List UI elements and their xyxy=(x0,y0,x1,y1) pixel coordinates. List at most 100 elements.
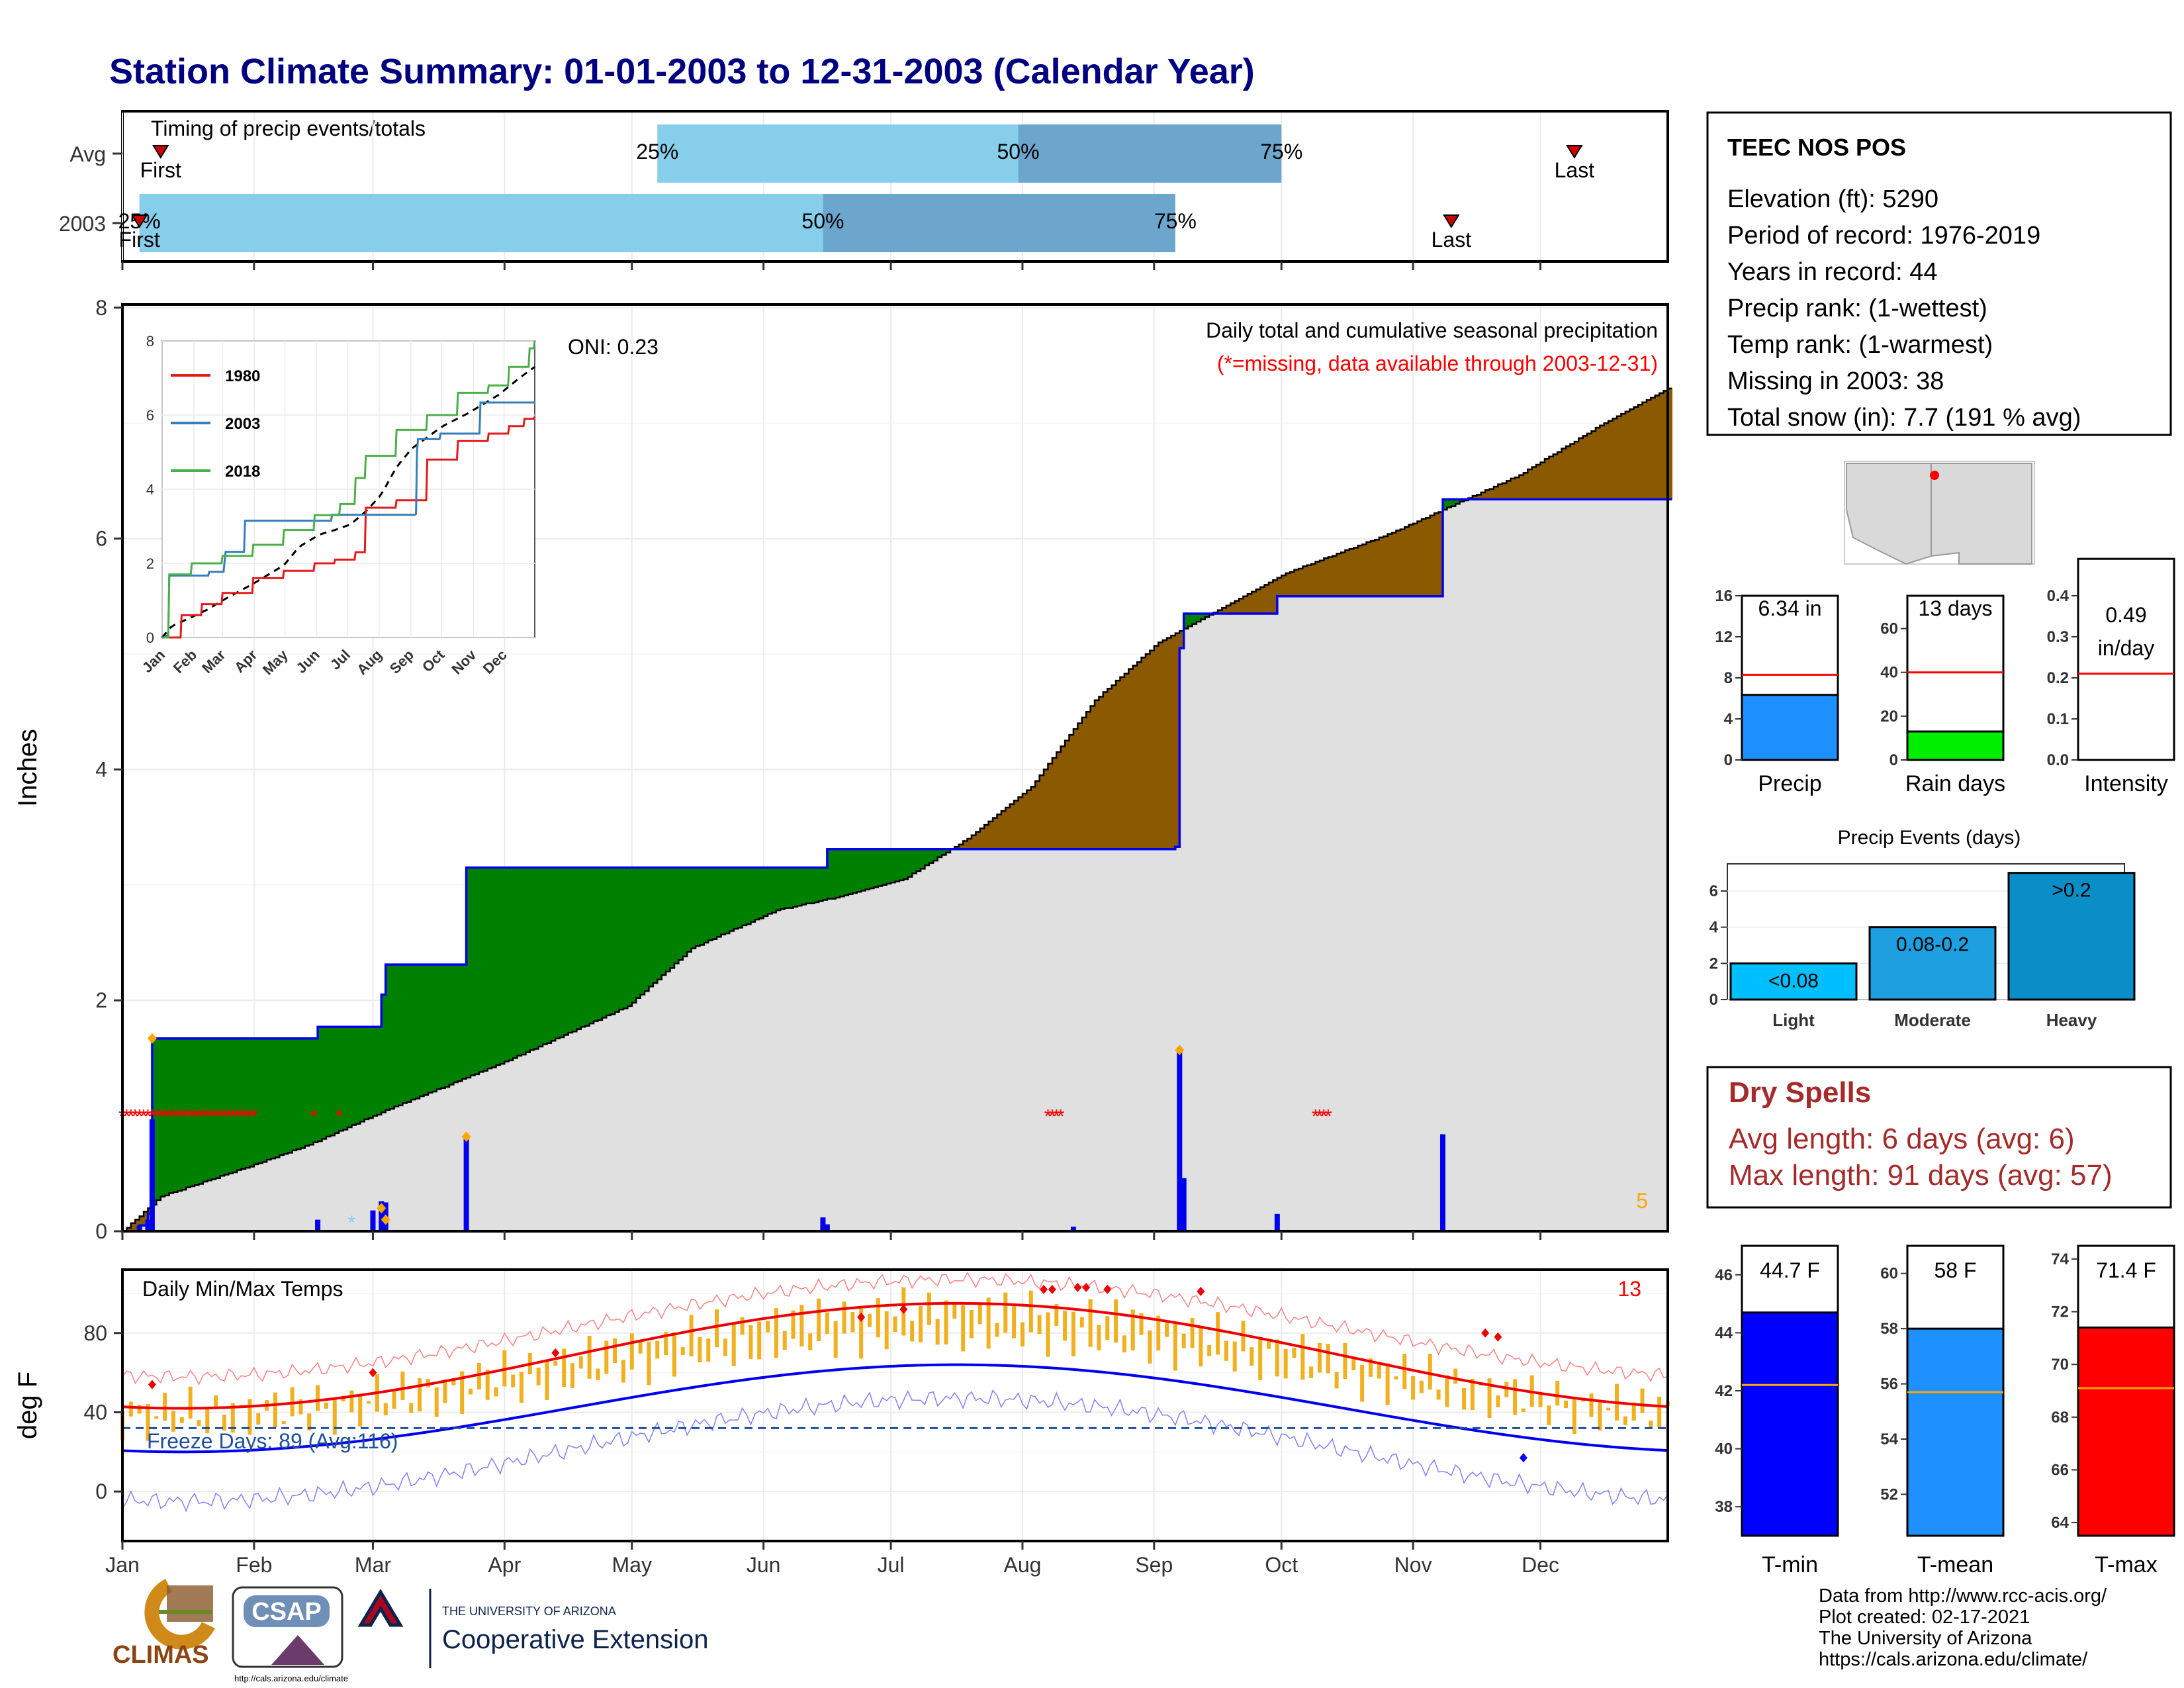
daily-temp-range-bar xyxy=(1411,1376,1416,1400)
below-average-area xyxy=(1048,763,1053,849)
timing-q75-label: 75% xyxy=(1260,140,1302,164)
below-average-area xyxy=(139,1216,144,1226)
below-average-area xyxy=(1502,483,1507,500)
timing-bar-25-50 xyxy=(139,194,823,252)
above-average-area xyxy=(279,1038,285,1155)
above-average-area xyxy=(848,849,853,894)
precip-y-tick-label: 8 xyxy=(95,296,107,320)
above-average-area xyxy=(195,1038,200,1186)
above-average-area xyxy=(805,867,811,904)
record-high-marker xyxy=(148,1380,156,1389)
below-average-area xyxy=(1273,580,1278,614)
mini-bar-value xyxy=(2077,557,2175,761)
missing-marker: * xyxy=(225,1106,233,1128)
daily-precip-bar xyxy=(1274,1213,1280,1231)
below-average-area xyxy=(1506,481,1512,500)
above-average-area xyxy=(572,867,577,1032)
above-average-area xyxy=(466,867,471,1078)
temp-bar-category-label: T-max xyxy=(2095,1552,2157,1577)
above-average-area xyxy=(725,867,730,934)
month-label: Jun xyxy=(747,1553,781,1577)
above-average-area xyxy=(402,964,408,1103)
above-average-area xyxy=(886,849,891,884)
above-average-area xyxy=(292,1038,297,1150)
above-average-area xyxy=(712,867,717,939)
daily-temp-range-bar xyxy=(1232,1341,1237,1372)
above-average-area xyxy=(895,849,900,882)
daily-temp-range-bar xyxy=(766,1321,770,1333)
daily-temp-range-bar xyxy=(214,1395,218,1409)
daily-temp-range-bar xyxy=(536,1368,541,1385)
below-average-area xyxy=(1421,518,1426,596)
above-average-area xyxy=(551,867,556,1041)
above-average-area xyxy=(318,1027,323,1141)
inset-legend-label: 2003 xyxy=(225,415,260,433)
above-average-area xyxy=(615,867,620,1012)
above-average-area xyxy=(224,1038,229,1175)
record-high-marker xyxy=(899,1304,908,1314)
above-average-area xyxy=(1455,499,1461,504)
mini-bar-value-label: 6.34 in xyxy=(1758,596,1821,620)
record-low-marker xyxy=(1519,1453,1527,1463)
above-average-area xyxy=(589,867,594,1024)
below-average-area xyxy=(1362,544,1367,596)
above-average-area xyxy=(793,867,798,907)
temp-bar-value-label: 71.4 F xyxy=(2096,1258,2156,1282)
daily-temp-range-bar xyxy=(409,1403,414,1413)
temp-bar-tick-label: 46 xyxy=(1715,1266,1733,1284)
missing-marker: * xyxy=(182,1106,190,1128)
below-average-area xyxy=(1022,794,1027,849)
temp-y-tick-label: 0 xyxy=(95,1479,107,1503)
missing-marker: * xyxy=(123,1106,131,1128)
above-average-area xyxy=(517,867,522,1056)
temp-bar-value-label: 44.7 F xyxy=(1760,1258,1820,1282)
above-average-area xyxy=(538,867,543,1047)
temp-bar-tick-label: 72 xyxy=(2051,1303,2069,1321)
above-average-area xyxy=(339,1027,344,1131)
above-average-area xyxy=(1201,613,1206,620)
below-average-area xyxy=(993,818,998,849)
daily-temp-range-bar xyxy=(324,1402,328,1409)
below-average-area xyxy=(1294,569,1299,596)
daily-temp-range-bar xyxy=(273,1392,277,1428)
below-average-area xyxy=(1629,409,1635,500)
daily-temp-range-bar xyxy=(782,1331,787,1350)
daily-temp-range-bar xyxy=(1071,1311,1075,1357)
daily-temp-range-bar xyxy=(1402,1354,1407,1389)
above-average-area xyxy=(700,867,705,945)
temp-y-tick-label: 40 xyxy=(83,1400,107,1424)
above-average-area xyxy=(1196,613,1201,622)
above-average-area xyxy=(674,867,679,964)
daily-temp-range-bar xyxy=(163,1393,167,1421)
record-high-marker xyxy=(1073,1282,1082,1292)
above-average-area xyxy=(237,1038,242,1170)
inset-series-2003 xyxy=(162,401,535,639)
above-average-area xyxy=(874,849,879,888)
daily-precip-bar xyxy=(1070,1227,1076,1231)
above-average-area xyxy=(496,867,501,1065)
month-label: May xyxy=(612,1553,652,1577)
station-info-box: TEEC NOS POS Elevation (ft): 5290 Period… xyxy=(1706,111,2172,436)
daily-temp-range-bar xyxy=(154,1416,159,1419)
daily-temp-range-bar xyxy=(418,1378,422,1412)
above-average-area xyxy=(258,1038,263,1164)
inset-legend-label: 1980 xyxy=(225,367,260,385)
above-average-area xyxy=(768,867,773,914)
station-period: Period of record: 1976-2019 xyxy=(1727,222,2040,250)
daily-temp-range-bar xyxy=(1190,1318,1195,1348)
daily-temp-range-bar xyxy=(128,1401,133,1417)
daily-temp-range-bar xyxy=(460,1371,465,1414)
below-average-area xyxy=(1107,688,1113,849)
temp-panel: 0 40 80 Daily Min/Max Temps 13 Freeze Days… xyxy=(13,1268,1670,1550)
daily-temp-range-bar xyxy=(604,1340,609,1374)
station-elevation: Elevation (ft): 5290 xyxy=(1727,185,1938,213)
below-average-area xyxy=(1035,780,1040,849)
daily-temp-range-bar xyxy=(179,1417,184,1423)
daily-temp-range-bar xyxy=(621,1360,625,1383)
below-average-area xyxy=(971,835,976,849)
above-average-area xyxy=(594,867,599,1021)
below-average-area xyxy=(1264,585,1269,614)
missing-marker: * xyxy=(131,1106,139,1128)
daily-temp-range-bar xyxy=(519,1372,523,1403)
missing-marker: * xyxy=(1324,1106,1332,1128)
